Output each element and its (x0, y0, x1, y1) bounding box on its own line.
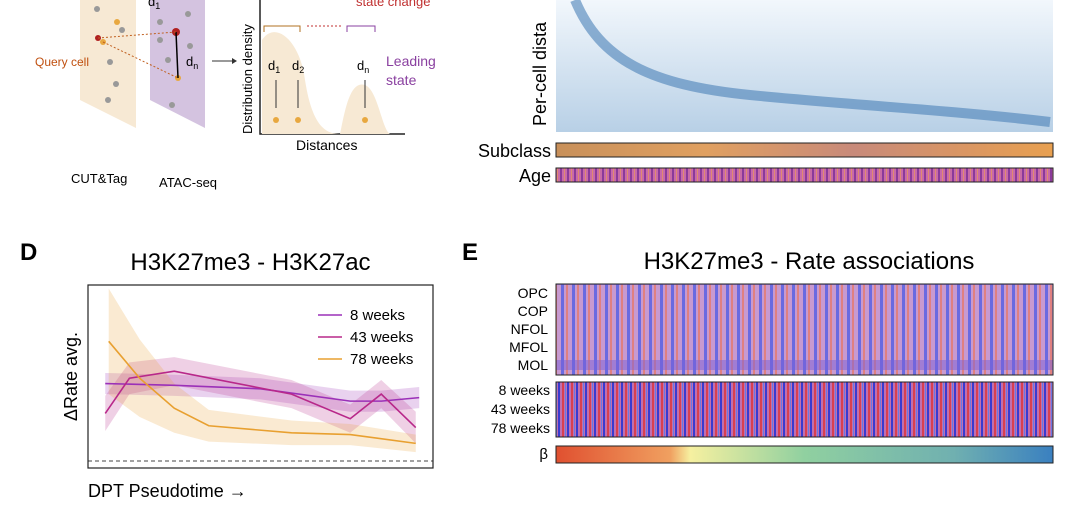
chart-title: H3K27me3 - H3K27ac (130, 249, 370, 276)
bracket (346, 25, 376, 32)
heatmap-trend (570, 0, 1051, 127)
legend-label: 43 weeks (350, 329, 413, 346)
row-label: OPC (518, 285, 548, 301)
chart: H3K27me3 - H3K27ac ΔRate avg. DPT Pseudoti… (61, 249, 434, 501)
axis-label: Distribution density (240, 24, 255, 134)
row-label: 43 weeks (491, 401, 550, 417)
label: state change (356, 0, 430, 9)
arrows (275, 80, 366, 108)
heatmap (555, 381, 1054, 438)
label: Subclass (478, 141, 551, 161)
label: ATAC-seq (159, 175, 217, 190)
row-label: MFOL (509, 339, 548, 355)
label: CUT&Tag (71, 171, 127, 186)
axis-label: Per-cell dista (530, 21, 550, 126)
error-band (108, 288, 416, 453)
row-label: 78 weeks (491, 420, 550, 436)
heatmap (555, 445, 1054, 464)
annotation-bar (555, 167, 1054, 183)
label: Age (519, 166, 551, 186)
axis-label: Distances (296, 137, 357, 153)
label: d1 (268, 58, 280, 75)
label: d2 (292, 58, 304, 75)
dots (94, 6, 193, 108)
density (262, 32, 390, 135)
label: β (539, 446, 548, 463)
y-axis-label: ΔRate avg. (61, 332, 81, 421)
label: Leading (386, 53, 436, 69)
line (108, 340, 416, 445)
error-band (105, 357, 416, 444)
legend-label: 78 weeks (350, 351, 413, 368)
row-label: NFOL (511, 321, 549, 337)
label: dn (357, 58, 369, 75)
row-label: MOL (518, 357, 549, 373)
label: dn (186, 54, 198, 71)
label: d1 (148, 0, 160, 11)
plot-frame (87, 284, 434, 469)
panel-letter: E (462, 239, 478, 266)
row-labels: OPC COP NFOL MFOL MOL 8 weeks 43 weeks 78 weeks (491, 285, 550, 436)
row-label: COP (518, 303, 548, 319)
panel-title: H3K27me3 - Rate associations (644, 248, 975, 275)
line (104, 370, 417, 429)
error-band (105, 372, 420, 412)
bracket (263, 25, 301, 32)
legend-label: 8 weeks (350, 307, 405, 324)
x-axis-label: DPT Pseudotime → (88, 481, 247, 501)
heatmap (555, 283, 1054, 376)
label: Query cell (35, 55, 89, 69)
arrow (232, 58, 237, 64)
annotation-bar (555, 142, 1054, 158)
dots (273, 117, 368, 123)
row-label: 8 weeks (499, 382, 550, 398)
panel-letter: D (20, 239, 37, 266)
label: state (386, 72, 417, 88)
